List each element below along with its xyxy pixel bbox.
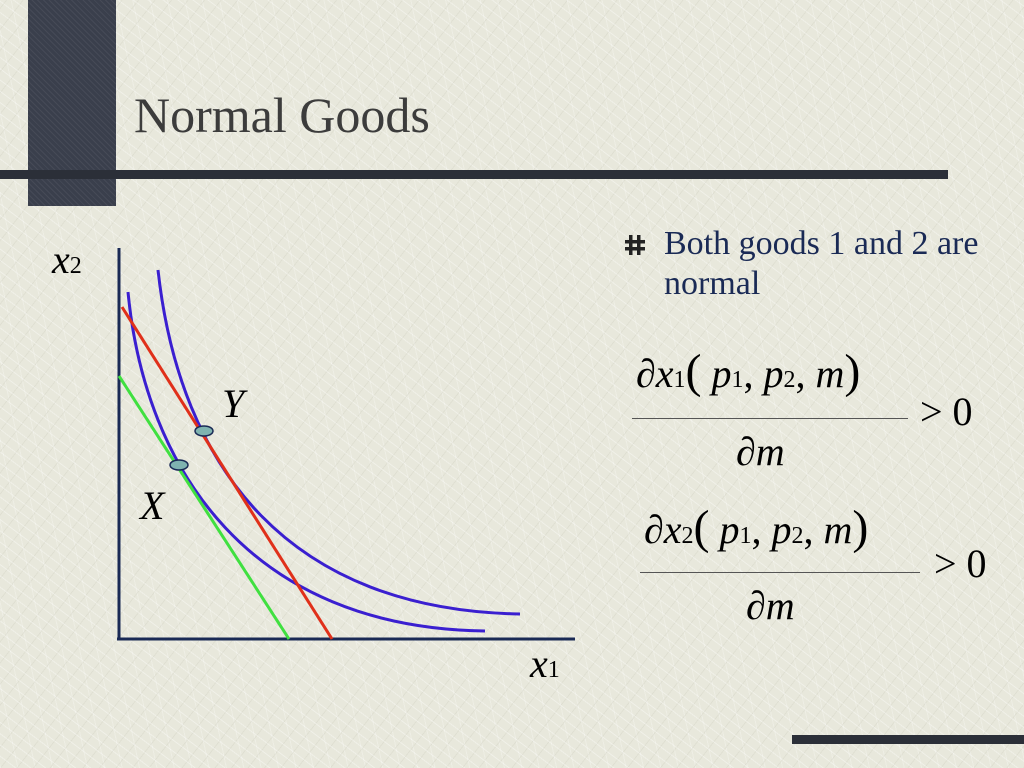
x-axis-label: x1 bbox=[530, 640, 560, 687]
x-axis-sub: 1 bbox=[547, 657, 560, 683]
eq2-var-sub: 2 bbox=[681, 523, 694, 549]
point-x-label: X bbox=[140, 483, 165, 528]
eq1-partial: ∂ bbox=[636, 351, 656, 396]
eq2-partial: ∂ bbox=[644, 507, 664, 552]
hash-bullet-icon bbox=[625, 235, 645, 255]
eq2-p2-sub: 2 bbox=[791, 523, 804, 549]
x-axis-var: x bbox=[530, 641, 548, 686]
eq1-p2: p bbox=[763, 351, 784, 396]
slide-title: Normal Goods bbox=[134, 87, 430, 143]
eq1-var-sub: 1 bbox=[673, 367, 686, 393]
eq1-p1-sub: 1 bbox=[731, 367, 744, 393]
budget-line-new bbox=[120, 306, 334, 640]
title-divider bbox=[0, 170, 948, 179]
eq2-p1-sub: 1 bbox=[739, 523, 752, 549]
point-y-marker bbox=[194, 425, 214, 437]
point-x-marker bbox=[169, 459, 189, 471]
eq2-p2: p bbox=[771, 507, 792, 552]
equation-2-relation: > 0 bbox=[934, 541, 987, 586]
footer-divider bbox=[792, 735, 1024, 744]
eq1-p1: p bbox=[711, 351, 732, 396]
budget-line-old bbox=[117, 375, 291, 640]
equation-1-numerator: ∂x1( p1, p2, m) bbox=[636, 345, 861, 398]
eq1-var: x bbox=[655, 351, 674, 396]
y-axis-var: x bbox=[52, 237, 70, 282]
equation-1-relation: > 0 bbox=[920, 389, 973, 434]
equation-1-fraction-bar bbox=[632, 418, 908, 419]
equation-2-denominator: ∂m bbox=[746, 582, 795, 629]
eq1-den-partial: ∂ bbox=[736, 429, 756, 474]
eq2-m: m bbox=[823, 507, 853, 552]
y-axis-sub: 2 bbox=[69, 253, 82, 279]
eq1-p2-sub: 2 bbox=[783, 367, 796, 393]
eq1-den-var: m bbox=[755, 429, 785, 474]
eq2-var: x bbox=[663, 507, 682, 552]
eq2-den-partial: ∂ bbox=[746, 583, 766, 628]
equation-2-fraction-bar bbox=[640, 572, 920, 573]
point-y-label: Y bbox=[222, 381, 245, 426]
indifference-curve-lower bbox=[126, 291, 486, 633]
bullet-text: Both goods 1 and 2 are normal bbox=[664, 225, 979, 302]
eq2-p1: p bbox=[719, 507, 740, 552]
equation-1-denominator: ∂m bbox=[736, 428, 785, 475]
y-axis-label: x2 bbox=[52, 236, 82, 283]
equation-2-numerator: ∂x2( p1, p2, m) bbox=[644, 501, 869, 554]
eq2-den-var: m bbox=[765, 583, 795, 628]
indifference-curve-upper bbox=[156, 269, 521, 616]
eq1-m: m bbox=[815, 351, 845, 396]
